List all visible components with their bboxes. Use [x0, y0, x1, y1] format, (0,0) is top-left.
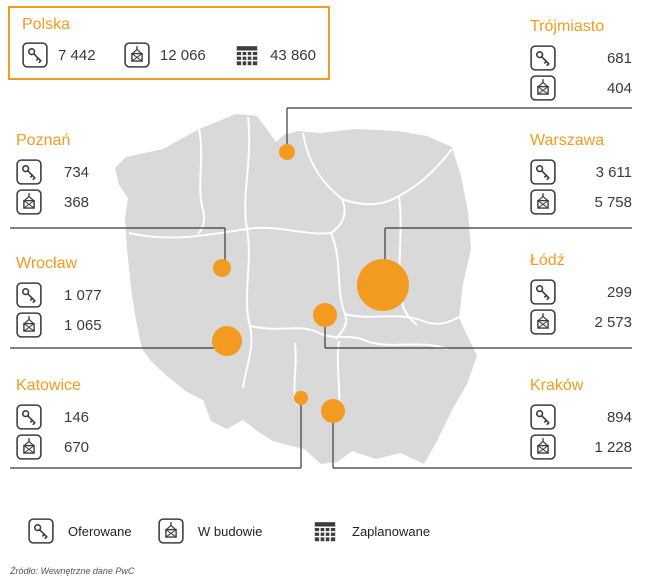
crane-icon [530, 309, 556, 335]
under-construction-value: 368 [64, 193, 90, 211]
under-construction-value: 2 573 [594, 313, 632, 331]
city-bubbles [212, 144, 409, 423]
under-construction-value: 5 758 [594, 193, 632, 211]
city-block-warszawa: Warszawa 3 611 5 758 [530, 132, 632, 217]
offered-value: 681 [606, 49, 632, 67]
summary-offered: 7 442 [22, 42, 96, 68]
crane-icon [530, 75, 556, 101]
source-note: Źródło: Wewnętrzne dane PwC [10, 566, 135, 576]
city-block-krakow: Kraków 894 1 228 [530, 377, 632, 462]
summary-title: Polska [22, 16, 71, 33]
offered-value: 734 [64, 163, 90, 181]
connector-lines [10, 107, 632, 469]
city-name: Katowice [16, 377, 81, 394]
connector-krakow [332, 423, 632, 469]
crane-icon [16, 189, 42, 215]
legend-item-planned: Zaplanowane [312, 518, 430, 544]
key-icon [530, 404, 556, 430]
key-icon [16, 404, 42, 430]
bubble-lodz [313, 303, 337, 327]
connector-warszawa [384, 227, 632, 261]
city-block-poznan: Poznań 734 368 [16, 132, 89, 217]
connector-poznan [10, 227, 226, 260]
legend-item-offered: Oferowane [28, 518, 132, 544]
legend-label: Oferowane [68, 523, 132, 539]
key-icon [16, 282, 42, 308]
key-icon [530, 279, 556, 305]
key-icon [16, 159, 42, 185]
bubble-krakow [321, 399, 345, 423]
key-icon [530, 159, 556, 185]
city-name: Trójmiasto [530, 18, 605, 35]
summary-under-construction: 12 066 [124, 42, 206, 68]
bubble-trojmiasto [279, 144, 295, 160]
connector-katowice [10, 404, 302, 469]
offered-value: 894 [606, 408, 632, 426]
under-construction-value: 12 066 [159, 46, 206, 64]
key-icon [22, 42, 48, 68]
city-name: Wrocław [16, 255, 78, 272]
under-construction-value: 404 [606, 79, 632, 97]
under-construction-value: 1 228 [594, 438, 632, 456]
city-block-katowice: Katowice 146 670 [16, 377, 89, 462]
city-name: Łódź [530, 252, 565, 269]
connector-trojmiasto [286, 107, 632, 146]
offered-value: 1 077 [64, 286, 102, 304]
crane-icon [16, 434, 42, 460]
bubble-wroclaw [212, 326, 242, 356]
bubble-katowice [294, 391, 308, 405]
calendar-icon [312, 518, 338, 544]
offered-value: 299 [606, 283, 632, 301]
summary-planned: 43 860 [234, 42, 316, 68]
poland-outline [115, 114, 477, 464]
legend-label: W budowie [198, 523, 263, 539]
bubble-warszawa [357, 259, 409, 311]
city-name: Warszawa [530, 132, 605, 149]
poland-summary-box: Polska 7 442 12 066 43 860 [8, 6, 330, 80]
crane-icon [530, 434, 556, 460]
calendar-icon [234, 42, 260, 68]
crane-icon [530, 189, 556, 215]
city-name: Poznań [16, 132, 71, 149]
legend-item-under-construction: W budowie [158, 518, 262, 544]
connector-lodz [324, 327, 632, 349]
offered-value: 146 [64, 408, 90, 426]
city-block-lodz: Łódź 299 2 573 [530, 252, 632, 337]
planned-value: 43 860 [270, 46, 316, 64]
legend-label: Zaplanowane [352, 523, 431, 539]
city-block-trojmiasto: Trójmiasto 681 404 [530, 18, 632, 103]
city-block-wroclaw: Wrocław 1 077 1 065 [16, 255, 102, 340]
offered-value: 3 611 [595, 163, 632, 181]
key-icon [28, 518, 54, 544]
under-construction-value: 670 [64, 438, 90, 456]
crane-icon [124, 42, 150, 68]
under-construction-value: 1 065 [64, 316, 102, 334]
offered-value: 7 442 [58, 46, 96, 64]
crane-icon [158, 518, 184, 544]
bubble-poznan [213, 259, 231, 277]
crane-icon [16, 312, 42, 338]
key-icon [530, 45, 556, 71]
city-name: Kraków [530, 377, 584, 394]
